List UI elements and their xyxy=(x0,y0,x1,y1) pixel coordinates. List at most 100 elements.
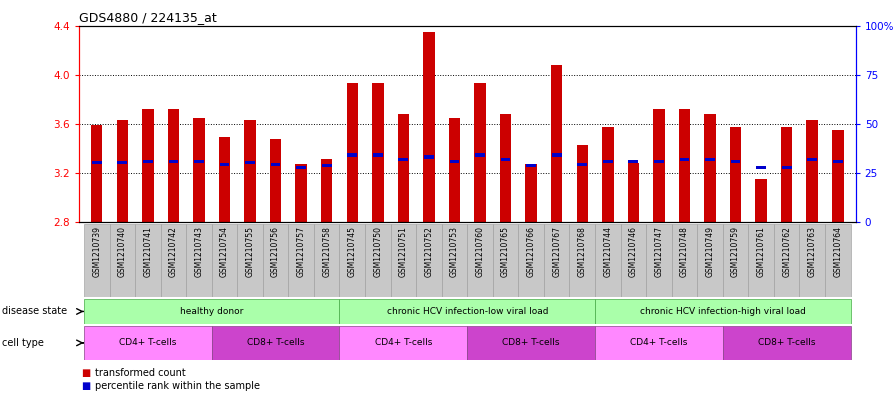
Bar xyxy=(168,109,179,222)
Bar xyxy=(774,224,799,297)
Text: GSM1210758: GSM1210758 xyxy=(323,226,332,277)
Bar xyxy=(576,145,588,222)
Bar xyxy=(704,114,716,222)
Text: GSM1210748: GSM1210748 xyxy=(680,226,689,277)
Bar xyxy=(270,139,281,222)
Bar xyxy=(263,224,289,297)
Text: GSM1210765: GSM1210765 xyxy=(501,226,510,277)
Bar xyxy=(552,153,562,157)
Bar xyxy=(135,224,160,297)
Bar xyxy=(391,224,416,297)
Bar xyxy=(570,224,595,297)
Bar xyxy=(475,153,485,157)
Text: CD4+ T-cells: CD4+ T-cells xyxy=(375,338,432,347)
Bar xyxy=(654,160,664,163)
Text: CD8+ T-cells: CD8+ T-cells xyxy=(758,338,815,347)
Bar xyxy=(271,163,280,166)
Bar xyxy=(109,224,135,297)
Bar xyxy=(799,224,825,297)
Bar xyxy=(551,65,563,222)
Bar xyxy=(289,224,314,297)
Bar xyxy=(595,224,621,297)
Text: cell type: cell type xyxy=(2,338,44,348)
Text: transformed count: transformed count xyxy=(95,368,185,378)
Bar xyxy=(245,120,255,222)
Text: GSM1210755: GSM1210755 xyxy=(246,226,254,277)
Bar xyxy=(526,164,536,167)
Bar xyxy=(468,224,493,297)
Bar xyxy=(340,224,365,297)
Bar xyxy=(468,326,595,360)
Bar xyxy=(672,224,697,297)
Bar xyxy=(595,299,850,324)
Bar xyxy=(237,224,263,297)
Bar xyxy=(296,164,307,222)
Bar xyxy=(372,83,383,222)
Bar xyxy=(84,224,109,297)
Bar xyxy=(92,161,101,164)
Bar xyxy=(731,160,740,163)
Bar xyxy=(697,224,723,297)
Text: GSM1210763: GSM1210763 xyxy=(807,226,817,277)
Bar xyxy=(450,160,460,163)
Bar xyxy=(501,158,511,161)
Text: GSM1210762: GSM1210762 xyxy=(782,226,791,277)
Bar xyxy=(168,160,178,163)
Text: GSM1210767: GSM1210767 xyxy=(552,226,561,277)
Bar xyxy=(373,153,383,157)
Text: GSM1210740: GSM1210740 xyxy=(117,226,127,277)
Bar xyxy=(340,326,468,360)
Bar xyxy=(365,224,391,297)
Bar xyxy=(525,164,537,222)
Bar xyxy=(416,224,442,297)
Bar xyxy=(519,224,544,297)
Bar xyxy=(705,158,715,161)
Bar xyxy=(628,160,638,163)
Bar xyxy=(806,120,818,222)
Bar xyxy=(91,125,102,222)
Bar xyxy=(782,166,791,169)
Bar xyxy=(449,118,461,222)
Bar xyxy=(143,160,152,163)
Bar xyxy=(314,224,340,297)
Text: GDS4880 / 224135_at: GDS4880 / 224135_at xyxy=(79,11,217,24)
Bar xyxy=(755,179,767,222)
Text: GSM1210750: GSM1210750 xyxy=(374,226,383,277)
Text: GSM1210766: GSM1210766 xyxy=(527,226,536,277)
Bar xyxy=(595,326,723,360)
Bar xyxy=(211,224,237,297)
Bar xyxy=(493,224,519,297)
Bar xyxy=(544,224,570,297)
Text: GSM1210753: GSM1210753 xyxy=(450,226,459,277)
Bar xyxy=(297,166,306,169)
Bar xyxy=(116,120,128,222)
Bar xyxy=(84,299,340,324)
Bar xyxy=(730,127,741,222)
Bar xyxy=(424,155,434,159)
Text: disease state: disease state xyxy=(2,307,67,316)
Text: GSM1210757: GSM1210757 xyxy=(297,226,306,277)
Bar xyxy=(442,224,468,297)
Text: GSM1210756: GSM1210756 xyxy=(271,226,280,277)
Text: GSM1210747: GSM1210747 xyxy=(654,226,663,277)
Bar xyxy=(833,160,842,163)
Text: ■: ■ xyxy=(81,381,90,391)
Text: ■: ■ xyxy=(81,368,90,378)
Bar xyxy=(84,326,211,360)
Bar xyxy=(653,109,665,222)
Bar xyxy=(723,326,850,360)
Text: GSM1210751: GSM1210751 xyxy=(399,226,408,277)
Bar xyxy=(781,127,792,222)
Bar xyxy=(340,299,595,324)
Bar xyxy=(117,161,127,164)
Bar xyxy=(194,118,204,222)
Bar xyxy=(603,160,613,163)
Text: GSM1210752: GSM1210752 xyxy=(425,226,434,277)
Bar xyxy=(186,224,211,297)
Bar xyxy=(500,114,512,222)
Bar xyxy=(194,160,203,163)
Bar xyxy=(679,109,690,222)
Bar xyxy=(220,163,229,166)
Bar xyxy=(723,224,748,297)
Text: CD4+ T-cells: CD4+ T-cells xyxy=(630,338,687,347)
